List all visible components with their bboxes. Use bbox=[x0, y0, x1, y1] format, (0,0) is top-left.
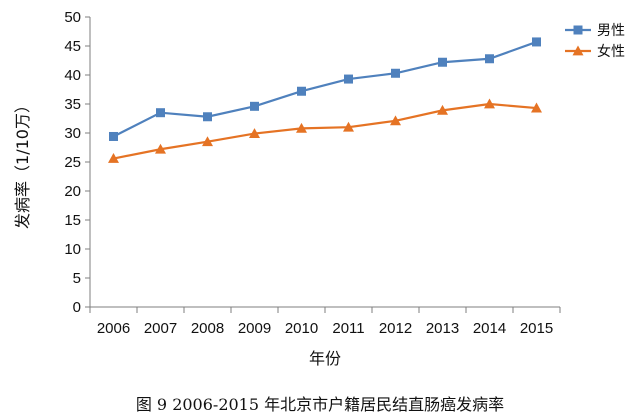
y-tick-label: 40 bbox=[64, 67, 81, 84]
x-tick-label: 2006 bbox=[97, 320, 130, 337]
y-tick-label: 25 bbox=[64, 154, 81, 171]
x-tick-label: 2013 bbox=[426, 320, 459, 337]
male-data-point bbox=[438, 57, 447, 67]
y-axis-title: 发病率（1/10万） bbox=[13, 97, 32, 229]
male-data-point bbox=[250, 101, 259, 111]
y-tick-label: 0 bbox=[73, 299, 81, 316]
x-tick-label: 2015 bbox=[520, 320, 553, 337]
female-data-point bbox=[531, 102, 542, 113]
y-tick-label: 15 bbox=[64, 212, 81, 229]
male-data-point bbox=[344, 74, 353, 84]
y-tick-label: 10 bbox=[64, 241, 81, 258]
x-tick-label: 2008 bbox=[191, 320, 224, 337]
female-data-point bbox=[484, 98, 495, 109]
legend-marker bbox=[572, 45, 584, 56]
female-data-point bbox=[437, 104, 448, 115]
y-tick-label: 35 bbox=[64, 96, 81, 113]
legend-label: 女性 bbox=[597, 43, 625, 60]
legend-label: 男性 bbox=[597, 23, 625, 39]
y-tick-label: 45 bbox=[64, 38, 81, 55]
female-data-point bbox=[202, 136, 213, 147]
female-data-point bbox=[108, 153, 119, 163]
male-data-point bbox=[391, 68, 400, 78]
x-tick-label: 2007 bbox=[144, 320, 177, 337]
x-tick-label: 2011 bbox=[332, 320, 364, 337]
female-data-point bbox=[155, 143, 166, 154]
legend-marker bbox=[573, 25, 583, 35]
male-data-point bbox=[109, 131, 118, 141]
y-tick-label: 5 bbox=[73, 270, 81, 287]
plot-area: 0 5 10 15 20 25 30 35 40 45 50 2006 2007 2008 2009 2010… bbox=[64, 9, 561, 337]
series-line-male bbox=[113, 40, 537, 138]
y-tick-label: 20 bbox=[64, 183, 81, 200]
male-data-point bbox=[203, 112, 212, 122]
x-tick-label: 2014 bbox=[473, 320, 506, 337]
x-tick-label: 2010 bbox=[285, 320, 318, 337]
female-data-point bbox=[343, 121, 354, 132]
male-data-point bbox=[532, 37, 541, 47]
figure-caption: 图 9 2006-2015 年北京市户籍居民结直肠癌发病率 bbox=[136, 395, 504, 414]
series-line-female bbox=[113, 102, 537, 160]
x-axis-title: 年份 bbox=[309, 349, 341, 368]
y-tick-label: 50 bbox=[64, 9, 81, 26]
male-data-point bbox=[297, 86, 306, 96]
female-data-point bbox=[296, 122, 307, 133]
male-data-point bbox=[156, 108, 165, 118]
x-tick-label: 2009 bbox=[238, 320, 271, 337]
female-data-point bbox=[390, 115, 401, 126]
x-tick-label: 2012 bbox=[379, 320, 412, 337]
male-data-point bbox=[485, 54, 494, 64]
female-data-point bbox=[249, 128, 260, 138]
y-tick-label: 30 bbox=[64, 125, 81, 142]
